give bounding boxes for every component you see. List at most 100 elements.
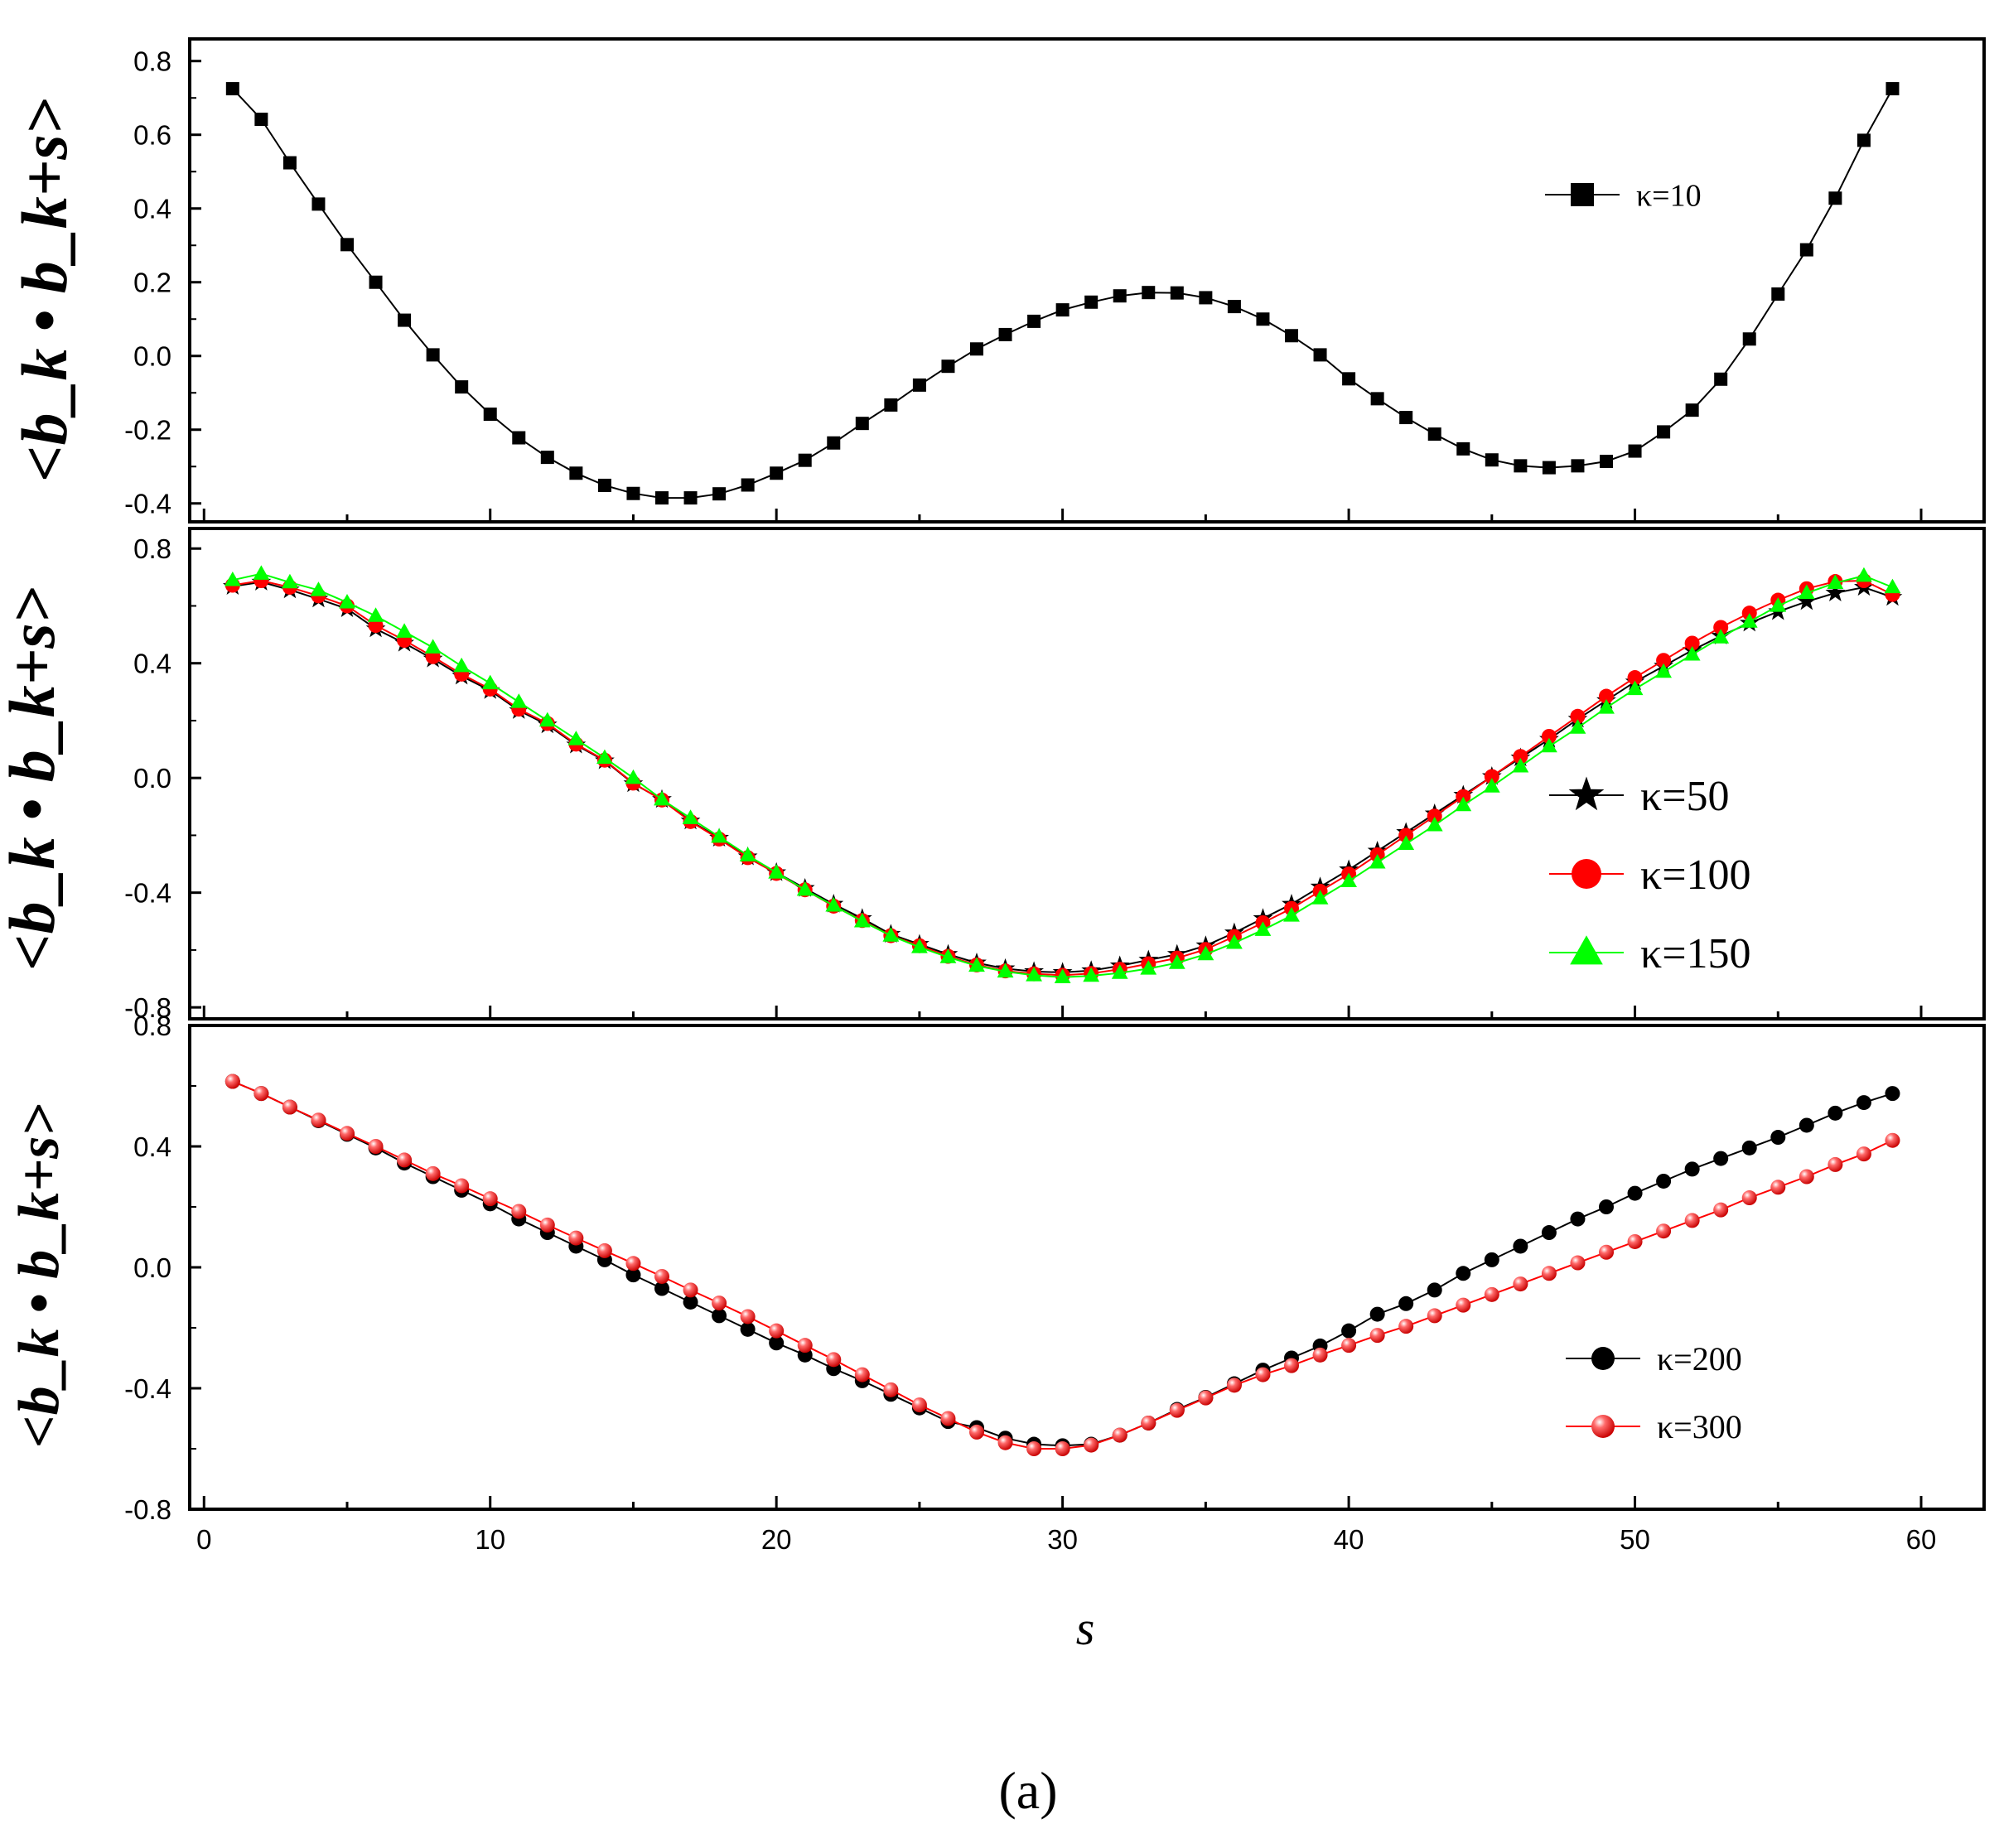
data-point — [1084, 295, 1098, 309]
data-point — [883, 1382, 899, 1397]
data-point — [798, 453, 812, 467]
x-tick-label: 40 — [1334, 1524, 1364, 1555]
y-tick-label: 0.8 — [133, 46, 171, 77]
data-point — [997, 1435, 1013, 1450]
plot-frame — [188, 37, 1986, 524]
data-point — [1770, 1130, 1786, 1146]
data-point — [1741, 613, 1758, 628]
data-point — [1455, 796, 1472, 812]
figure-caption: (a) — [998, 1761, 1057, 1820]
data-point — [1571, 459, 1585, 473]
series-line — [232, 1080, 1893, 1450]
data-point — [1856, 567, 1872, 582]
data-point — [1799, 1117, 1814, 1133]
data-point — [397, 1152, 413, 1168]
y-tick-label: 0.0 — [133, 1252, 171, 1283]
data-point — [683, 1282, 698, 1298]
data-point — [396, 623, 413, 638]
data-point — [825, 896, 843, 912]
data-point — [1628, 444, 1642, 458]
data-point — [1742, 332, 1756, 346]
data-point — [1570, 1211, 1586, 1227]
data-point — [1656, 1173, 1672, 1189]
data-point — [1798, 584, 1815, 600]
data-point — [1283, 907, 1300, 922]
data-point — [1456, 1297, 1471, 1313]
y-tick-label: -0.2 — [124, 415, 171, 446]
data-point — [1170, 286, 1184, 300]
data-point — [855, 417, 869, 431]
data-point — [597, 478, 611, 492]
data-point — [1712, 629, 1730, 644]
data-point — [1713, 1151, 1729, 1166]
data-point — [225, 82, 239, 96]
data-point — [1656, 1223, 1672, 1239]
data-point — [1570, 1255, 1586, 1271]
data-point — [568, 1230, 584, 1246]
data-point — [1684, 635, 1700, 651]
series-line — [232, 88, 1894, 499]
data-point — [826, 1352, 842, 1368]
data-point — [769, 1323, 785, 1339]
data-point — [1484, 769, 1499, 784]
data-point — [1713, 620, 1729, 635]
y-axis-title: <b_k • b_k+s> — [7, 1103, 71, 1448]
data-point — [483, 408, 497, 422]
data-point — [1111, 964, 1128, 979]
data-point — [1513, 749, 1528, 765]
legend-marker — [1591, 1347, 1615, 1370]
data-point — [1311, 890, 1329, 905]
data-point — [1370, 392, 1384, 406]
legend-marker — [1570, 935, 1603, 965]
data-point — [1828, 1156, 1843, 1172]
data-point — [282, 1099, 297, 1115]
data-point — [939, 948, 957, 963]
data-point — [1796, 591, 1817, 610]
data-point — [540, 451, 554, 465]
data-point — [1254, 921, 1272, 936]
data-point — [854, 1367, 870, 1382]
data-point — [481, 674, 499, 690]
y-tick-label: -0.4 — [124, 1373, 171, 1404]
y-tick-label: 0.4 — [133, 1131, 171, 1162]
data-point — [1600, 455, 1613, 469]
y-axis-title: <b_k • b_k+s> — [8, 98, 80, 482]
data-point — [1342, 372, 1356, 386]
data-point — [882, 927, 900, 942]
data-point — [225, 1074, 240, 1089]
data-point — [1856, 1146, 1871, 1162]
data-point — [1168, 954, 1185, 969]
data-point — [625, 769, 642, 784]
data-point — [912, 378, 926, 392]
data-point — [1055, 303, 1070, 317]
data-point — [1313, 348, 1327, 362]
data-point — [1541, 737, 1557, 753]
data-point — [369, 275, 383, 289]
data-point — [1197, 945, 1214, 961]
data-point — [1456, 441, 1470, 456]
data-point — [997, 963, 1014, 978]
data-point — [1514, 459, 1528, 473]
legend-marker — [1568, 776, 1605, 811]
data-point — [1770, 1180, 1786, 1195]
data-point — [1398, 827, 1414, 843]
data-point — [1655, 663, 1672, 678]
data-point — [1770, 597, 1787, 612]
data-point — [1285, 329, 1298, 343]
data-point — [1084, 1437, 1099, 1453]
data-point — [1026, 1441, 1042, 1456]
data-point — [827, 436, 841, 450]
data-point — [911, 1397, 927, 1413]
data-point — [1369, 1306, 1385, 1322]
series-κ=300 — [225, 1074, 1900, 1456]
data-point — [510, 693, 528, 708]
data-point — [1142, 286, 1156, 300]
data-point — [1341, 1338, 1357, 1353]
y-tick-label: 0.0 — [133, 763, 171, 794]
data-point — [1340, 872, 1357, 888]
data-point — [454, 1178, 470, 1194]
data-point — [1541, 728, 1557, 744]
data-point — [282, 573, 298, 589]
data-point — [1427, 427, 1441, 441]
data-point — [1513, 1238, 1528, 1254]
